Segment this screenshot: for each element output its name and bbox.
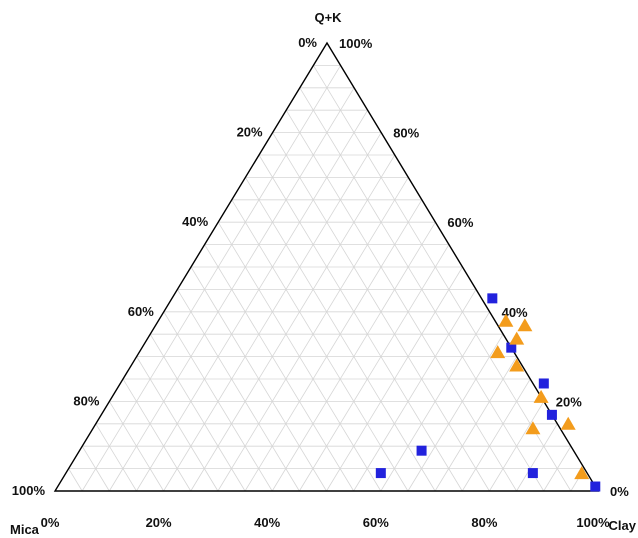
vertex-label-qk: Q+K [314,10,342,25]
data-point-triangle [525,421,541,435]
grid-line [326,266,463,492]
grid-line [543,445,572,492]
vertex-label-mica: Mica [10,522,40,537]
data-point-square [538,378,549,389]
tick-label-bottom: 80% [471,515,497,530]
data-point-triangle [490,345,506,359]
grid-line [109,401,164,492]
grid-line [204,244,354,492]
data-points [375,293,601,492]
tick-label-bottom: 60% [363,515,389,530]
grid-line [190,266,327,492]
tick-label-left: 100% [12,483,46,498]
grid-line [136,356,219,492]
tick-label-right: 60% [447,215,473,230]
grid-line [516,423,558,492]
data-point-square [375,468,386,479]
tick-label-right: 100% [339,36,373,51]
tick-label-left: 40% [182,214,208,229]
grid-line [461,378,531,492]
data-point-triangle [509,358,525,372]
grid-line [177,289,300,492]
grid-line [313,65,572,492]
grid-line [299,244,450,492]
tick-label-left: 0% [298,35,317,50]
grid-line [244,199,423,492]
grid-line [407,333,504,492]
grid-line [231,199,409,492]
data-point-triangle [509,331,525,345]
grid-line [489,401,545,492]
data-point-triangle [560,416,576,430]
grid-line [353,289,477,492]
data-point-square [527,468,538,479]
tick-labels: 100% 80% 60% 40% 20% 0% 100% 80% 60% 40% 20% 0% 0% 20… [12,35,629,530]
grid-line [163,311,273,492]
grid-line [258,154,463,492]
data-point-square [487,293,498,304]
tick-label-right: 80% [393,126,419,141]
tick-label-left: 60% [128,304,154,319]
grid-line [149,333,246,492]
tick-label-right: 40% [502,305,528,320]
grid-line [81,445,110,492]
data-point-triangle [533,389,549,403]
tick-label-left: 20% [237,125,263,140]
ternary-grid [68,65,585,492]
grid-line [380,311,490,492]
tick-label-right: 0% [610,484,629,499]
tick-label-bottom: 100% [576,515,610,530]
data-point-triangle [498,313,514,327]
grid-line [122,378,192,492]
data-point-triangle [574,466,590,480]
data-point-triangle [517,318,533,332]
data-point-square [506,342,517,353]
tick-label-bottom: 40% [254,515,280,530]
data-point-square [546,409,557,420]
grid-line [285,109,517,492]
grid-line [136,109,368,492]
data-point-square [590,481,601,492]
tick-label-left: 80% [73,393,99,408]
grid-line [68,468,83,492]
grid-line [95,423,137,492]
vertex-label-clay: Clay [609,518,637,533]
data-point-square [416,445,427,456]
triangle-frame [53,41,600,492]
grid-line [190,154,396,492]
tick-label-bottom: 0% [41,515,60,530]
grid-line [434,356,518,492]
grid-line [81,65,341,492]
tick-label-bottom: 20% [146,515,172,530]
tick-label-right: 20% [556,394,582,409]
